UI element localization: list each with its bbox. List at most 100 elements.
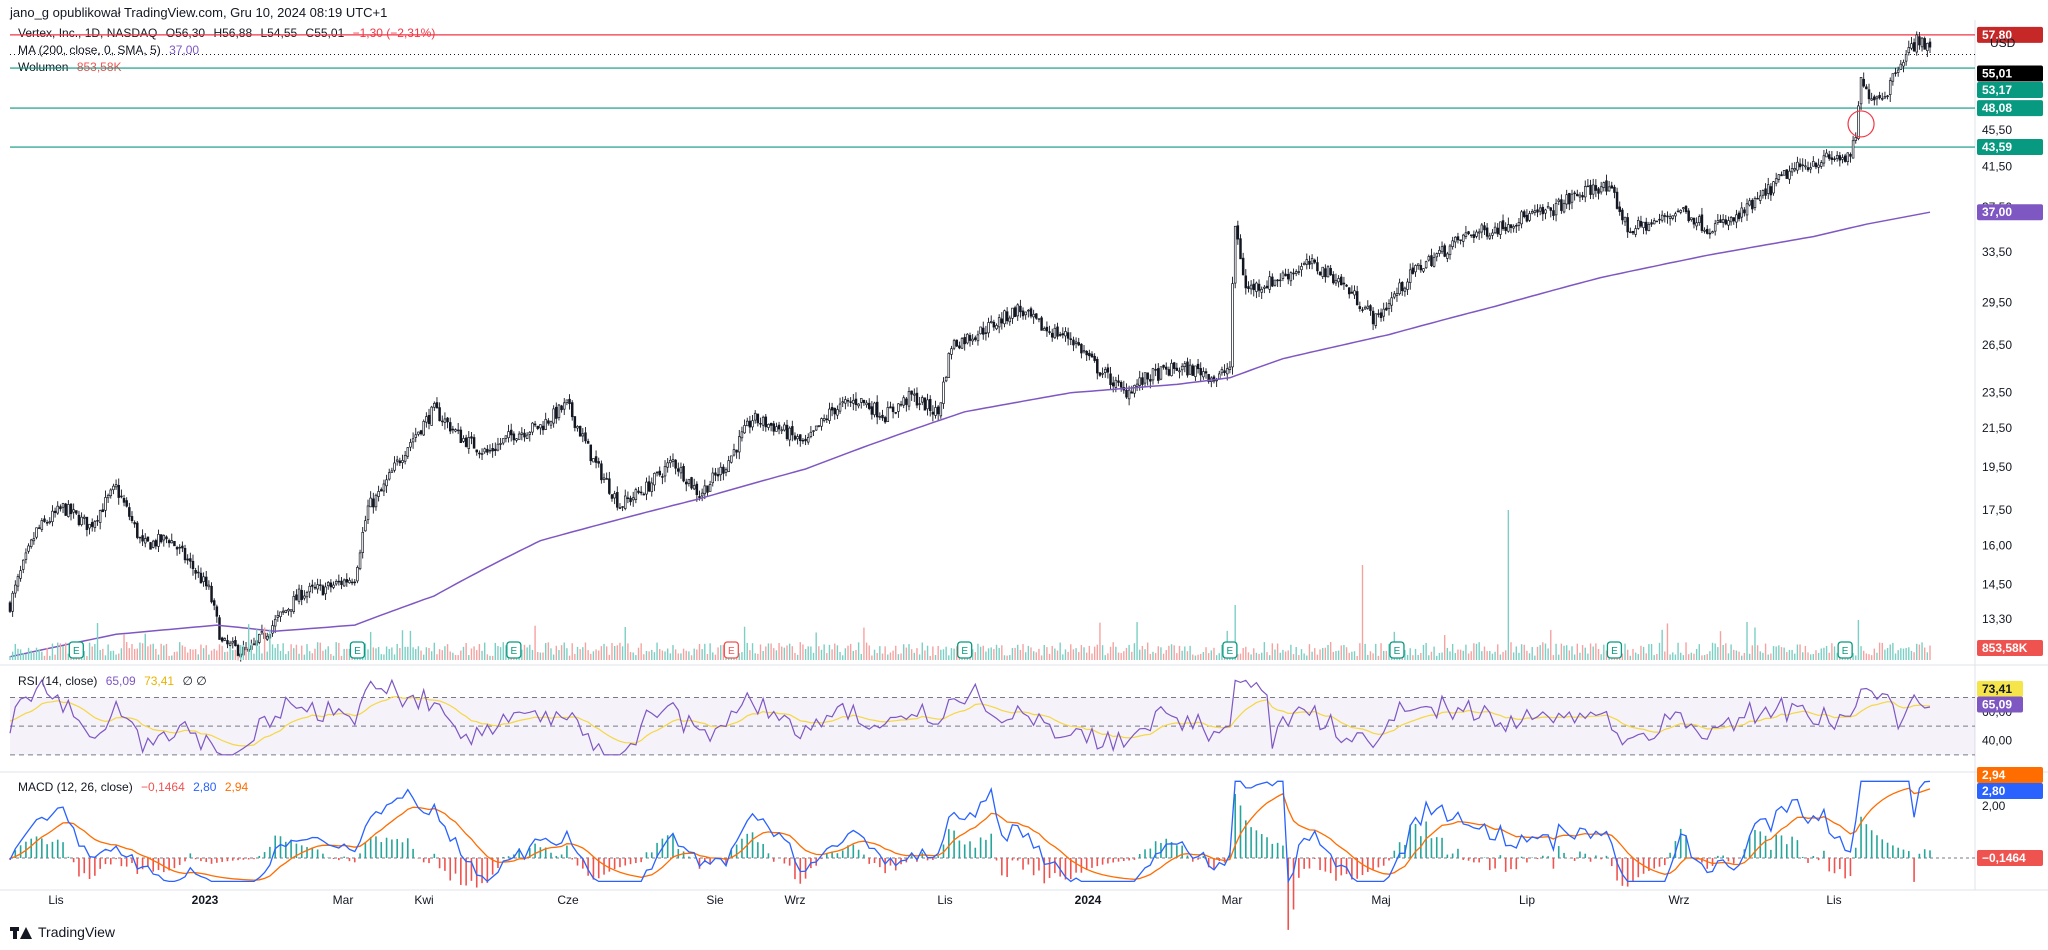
volume-bar [1573,654,1576,660]
volume-bar [194,649,197,660]
volume-bar [1404,649,1406,660]
volume-bar [1796,644,1799,660]
candle-body [1440,246,1444,253]
candle-body [592,458,595,463]
volume-bar [895,645,897,660]
candle-body [563,402,566,410]
candle-body [43,518,46,522]
volume-legend[interactable]: Wolumen 853,58K [18,60,127,74]
earnings-badge [506,641,522,659]
candle-body [1835,155,1839,159]
candle-body [549,421,553,426]
macd-tag-label: 2,80 [1982,784,2006,798]
volume-bar [1510,642,1512,660]
candle-body [1363,306,1367,310]
volume-bar [738,653,740,660]
macd-tag-label: 2,94 [1982,768,2006,782]
volume-bar [110,651,112,660]
macd-hist-bar [995,858,998,861]
volume-bar [873,649,876,660]
volume-bar [1905,647,1907,660]
currency-label[interactable]: USD [1990,36,2016,50]
volume-bar [629,652,632,660]
volume-bar [757,653,759,660]
volume-bar [674,649,677,660]
volume-bar [783,647,786,660]
price-tag-label: 57,80 [1982,28,2012,42]
volume-bar [1268,655,1271,660]
price-tag-bg [1977,26,2043,43]
volume-bar [253,653,255,660]
volume-bar [921,642,923,660]
volume-bar [995,644,998,660]
volume-bar [1512,652,1515,660]
candle-body [27,545,30,552]
candle-body [759,423,762,425]
macd-hist-bar [1504,858,1507,872]
volume-bar [778,643,780,660]
volume-bar [1918,644,1921,660]
volume-bar [1653,655,1655,660]
time-axis-label: 2023 [192,893,219,907]
candle-body [923,397,927,411]
volume-bar [1491,653,1494,660]
time-axis-label: Kwi [414,893,433,907]
candle-body [435,402,439,409]
macd-hist-bar [1913,858,1915,882]
volume-bar [1727,653,1730,660]
candle-body [1469,234,1473,237]
candle-body [1602,182,1606,188]
candle-body [308,585,311,593]
candle-body [260,631,264,634]
candle-body [1297,271,1301,273]
ma-legend[interactable]: MA (200, close, 0, SMA, 5) 37,00 [18,43,204,57]
volume-bar [1319,649,1321,660]
candle-body [921,397,924,403]
volume-bar [428,647,430,660]
candle-body [14,584,17,594]
candle-body [313,586,317,589]
volume-bar [1054,648,1056,660]
macd-hist-bar [1191,858,1194,862]
volume-bar [749,650,751,660]
candle-body [1432,257,1436,267]
volume-bar [1146,642,1149,660]
candle-body [472,437,476,449]
candle-body [146,536,150,542]
candle-body [860,398,863,403]
time-axis-label: Lip [1519,893,1535,907]
volume-bar [1658,642,1661,660]
volume-bar [1414,648,1417,660]
macd-hist-bar [1398,842,1401,858]
macd-hist-bar [1319,858,1321,871]
volume-bar [1809,654,1812,660]
candle-body [1199,368,1202,376]
earnings-marker-icon: E [349,641,366,659]
macd-hist-bar [1409,824,1412,858]
volume-bar [868,645,870,660]
volume-bar [1775,646,1777,660]
rsi-legend[interactable]: RSI (14, close) 65,09 73,41 ∅ ∅ [18,674,212,688]
volume-bar [844,648,847,660]
volume-bar [698,643,701,660]
candle-body [1353,290,1356,296]
candle-body [35,527,38,538]
candle-body [186,558,189,561]
candle-body [902,397,905,406]
volume-bar [534,625,536,660]
candle-body [319,584,322,586]
volume-bar [1449,651,1451,660]
volume-bar [491,655,494,660]
macd-hist-bar [1048,858,1051,878]
volume-bar [1886,648,1889,660]
symbol-name[interactable]: Vertex, Inc., 1D, NASDAQ [18,26,158,40]
volume-bar [120,648,123,660]
macd-hist-bar [592,858,595,880]
candle-body [1751,199,1754,210]
volume-bar [1634,652,1637,660]
candle-body [1398,282,1401,295]
macd-legend[interactable]: MACD (12, 26, close) −0,1464 2,80 2,94 [18,780,253,794]
candle-body [337,580,341,583]
volume-bar [271,644,274,660]
